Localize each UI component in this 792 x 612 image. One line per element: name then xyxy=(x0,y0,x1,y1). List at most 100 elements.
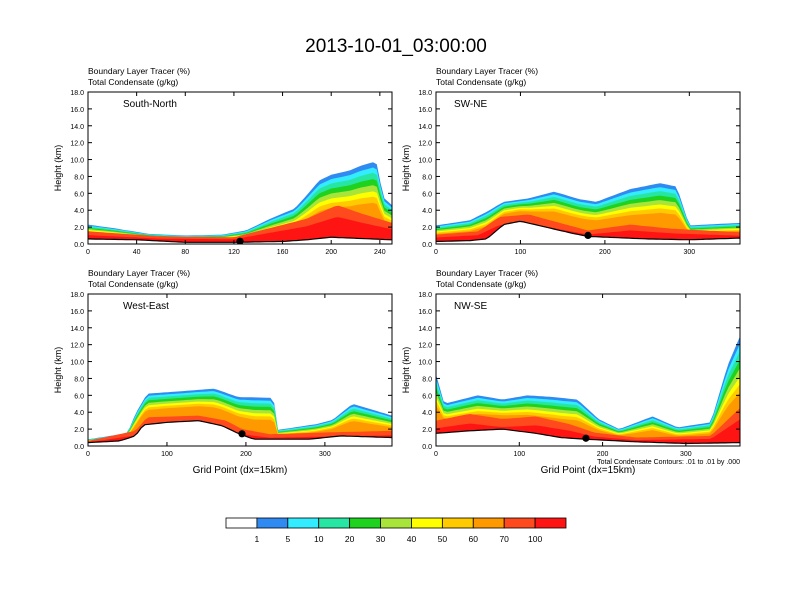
panel-title-tracer: Boundary Layer Tracer (%) xyxy=(436,66,538,76)
panel-title-condensate: Total Condensate (g/kg) xyxy=(436,279,526,289)
core-band xyxy=(436,221,740,242)
y-tick-label: 8.0 xyxy=(422,376,432,383)
panel-label: West-East xyxy=(123,301,169,312)
y-tick-label: 14.0 xyxy=(70,124,84,131)
x-tick-label: 120 xyxy=(228,249,240,256)
y-axis-label: Height (km) xyxy=(53,347,63,394)
y-tick-label: 10.0 xyxy=(70,158,84,165)
x-tick-label: 0 xyxy=(86,451,90,458)
colorbar-swatch xyxy=(503,517,536,529)
plot-frame xyxy=(87,293,393,447)
y-tick-label: 8.0 xyxy=(422,174,432,181)
colorbar-label: 70 xyxy=(499,534,509,544)
y-tick-label: 12.0 xyxy=(70,141,84,148)
y-tick-label: 14.0 xyxy=(418,124,432,131)
contour-footnote: Total Condensate Contours: .01 to .01 by… xyxy=(597,459,740,466)
y-tick-label: 4.0 xyxy=(74,410,84,417)
x-tick-label: 240 xyxy=(374,249,386,256)
y-tick-label: 2.0 xyxy=(74,225,84,232)
y-axis-label: Height (km) xyxy=(401,347,411,394)
x-tick-label: 200 xyxy=(599,249,611,256)
x-tick-label: 300 xyxy=(680,451,692,458)
panel-title-condensate: Total Condensate (g/kg) xyxy=(436,77,526,87)
y-tick-label: 10.0 xyxy=(70,360,84,367)
x-tick-label: 0 xyxy=(434,451,438,458)
y-tick-label: 2.0 xyxy=(422,225,432,232)
x-tick-label: 300 xyxy=(319,451,331,458)
panel-sw-ne: 0.0 2.0 4.0 6.0 8.0 10.0 12.0 14.0 16.0 18.0 0 100 2… xyxy=(401,66,741,256)
colorbar-swatch xyxy=(225,517,258,529)
panel-nw-se: 0.0 2.0 4.0 6.0 8.0 10.0 12.0 14.0 16.0 18.0 0 100 2… xyxy=(401,268,741,476)
panel-title-tracer: Boundary Layer Tracer (%) xyxy=(436,268,538,278)
y-tick-label: 6.0 xyxy=(422,393,432,400)
colorbar-swatch xyxy=(349,517,381,529)
x-tick-label: 200 xyxy=(325,249,337,256)
y-tick-label: 18.0 xyxy=(418,90,432,97)
core-band xyxy=(88,217,392,243)
panel-south-north: 0.0 2.0 4.0 6.0 8.0 10.0 12.0 14.0 16.0 18.0 0 40 80… xyxy=(53,66,393,256)
y-tick-label: 0.0 xyxy=(422,242,432,249)
y-tick-label: 10.0 xyxy=(418,360,432,367)
panel-west-east: 0.0 2.0 4.0 6.0 8.0 10.0 12.0 14.0 16.0 18.0 0 100 2… xyxy=(53,268,393,476)
y-tick-label: 0.0 xyxy=(422,444,432,451)
x-tick-label: 300 xyxy=(683,249,695,256)
y-tick-label: 10.0 xyxy=(418,158,432,165)
plot-frame xyxy=(435,293,741,447)
x-tick-label: 160 xyxy=(277,249,289,256)
panel-label: SW-NE xyxy=(454,99,487,110)
y-tick-label: 6.0 xyxy=(74,393,84,400)
y-tick-label: 16.0 xyxy=(70,107,84,114)
panel-title-condensate: Total Condensate (g/kg) xyxy=(88,279,178,289)
y-tick-label: 4.0 xyxy=(74,208,84,215)
colorbar-label: 40 xyxy=(407,534,417,544)
y-axis-label: Height (km) xyxy=(401,145,411,192)
colorbar-label: 10 xyxy=(314,534,324,544)
x-tick-label: 0 xyxy=(86,249,90,256)
y-tick-label: 0.0 xyxy=(74,444,84,451)
panel-label: South-North xyxy=(123,99,177,110)
y-tick-label: 16.0 xyxy=(418,107,432,114)
panel-title-tracer: Boundary Layer Tracer (%) xyxy=(88,66,190,76)
y-tick-label: 6.0 xyxy=(74,191,84,198)
y-axis-label: Height (km) xyxy=(53,145,63,192)
colorbar-swatch xyxy=(472,517,505,529)
location-marker xyxy=(236,237,244,244)
panels: 0.0 2.0 4.0 6.0 8.0 10.0 12.0 14.0 16.0 18.0 0 40 80… xyxy=(53,66,741,476)
colorbar-swatch xyxy=(380,517,412,529)
plot-frame xyxy=(87,91,393,245)
colorbar-swatch xyxy=(441,517,474,529)
colorbar-swatch xyxy=(534,517,567,529)
y-tick-label: 4.0 xyxy=(422,208,432,215)
colorbar-label: 60 xyxy=(469,534,479,544)
plot-area xyxy=(88,388,392,444)
y-tick-label: 8.0 xyxy=(74,376,84,383)
location-marker xyxy=(238,430,246,438)
y-tick-label: 16.0 xyxy=(418,309,432,316)
plot-area xyxy=(88,162,392,244)
colorbar-swatch xyxy=(318,517,351,529)
y-tick-label: 0.0 xyxy=(74,242,84,249)
plot-area xyxy=(436,336,740,445)
location-marker xyxy=(584,231,592,239)
y-tick-label: 2.0 xyxy=(74,427,84,434)
y-tick-label: 14.0 xyxy=(418,326,432,333)
x-tick-label: 0 xyxy=(434,249,438,256)
y-tick-label: 16.0 xyxy=(70,309,84,316)
colorbar: 1 5 10 20 30 40 50 60 70 100 xyxy=(225,517,567,544)
x-tick-label: 40 xyxy=(133,249,141,256)
y-tick-label: 4.0 xyxy=(422,410,432,417)
x-tick-label: 100 xyxy=(513,451,525,458)
plot-frame xyxy=(435,91,741,245)
x-tick-label: 100 xyxy=(161,451,173,458)
y-tick-label: 8.0 xyxy=(74,174,84,181)
x-axis-label: Grid Point (dx=15km) xyxy=(541,465,636,476)
panel-label: NW-SE xyxy=(454,301,487,312)
x-tick-label: 200 xyxy=(597,451,609,458)
plot-area xyxy=(436,183,740,243)
y-tick-label: 18.0 xyxy=(70,90,84,97)
location-marker xyxy=(582,434,590,442)
core-band xyxy=(88,420,392,443)
x-axis-label: Grid Point (dx=15km) xyxy=(193,465,288,476)
y-tick-label: 18.0 xyxy=(70,292,84,299)
